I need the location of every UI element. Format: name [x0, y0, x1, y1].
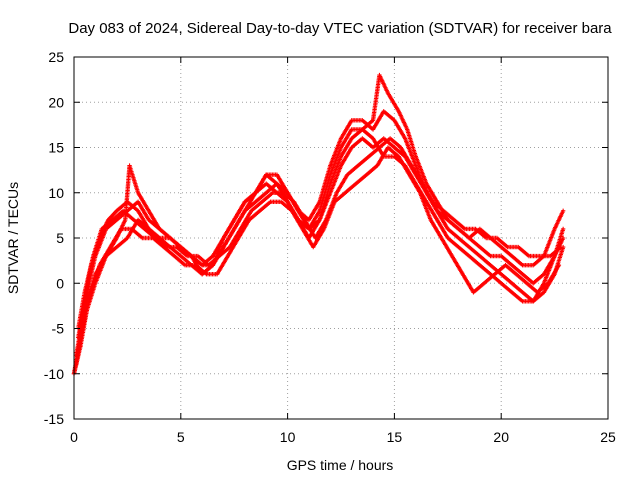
- y-tick-label: 5: [56, 230, 64, 246]
- data-point-marker: [560, 235, 566, 241]
- y-tick-label: -5: [52, 321, 65, 337]
- data-point-marker: [560, 208, 566, 214]
- series-track-5: [73, 145, 562, 367]
- axis-ticks: 0 5 10 15 20 25 -15 -10 -5 0 5 10 15 20 25: [44, 49, 616, 445]
- data-point-marker: [560, 226, 566, 232]
- y-tick-label: 10: [48, 185, 64, 201]
- data-points: [71, 72, 566, 376]
- y-axis-label: SDTVAR / TECUs: [5, 182, 21, 294]
- x-tick-label: 25: [600, 429, 616, 445]
- y-tick-label: -15: [44, 411, 64, 427]
- y-tick-label: 20: [48, 94, 64, 110]
- x-tick-label: 5: [177, 429, 185, 445]
- x-tick-label: 10: [280, 429, 296, 445]
- y-tick-label: -10: [44, 366, 64, 382]
- x-tick-label: 0: [70, 429, 78, 445]
- y-tick-label: 25: [48, 49, 64, 65]
- y-tick-label: 0: [56, 275, 64, 291]
- x-tick-label: 20: [493, 429, 509, 445]
- data-point-marker: [556, 262, 562, 268]
- grid-lines: [74, 57, 608, 419]
- series-track-6: [76, 136, 564, 331]
- y-tick-label: 15: [48, 140, 64, 156]
- x-tick-label: 15: [387, 429, 403, 445]
- x-axis-label: GPS time / hours: [287, 457, 394, 473]
- chart-title: Day 083 of 2024, Sidereal Day-to-day VTE…: [68, 20, 612, 37]
- data-point-marker: [558, 244, 564, 250]
